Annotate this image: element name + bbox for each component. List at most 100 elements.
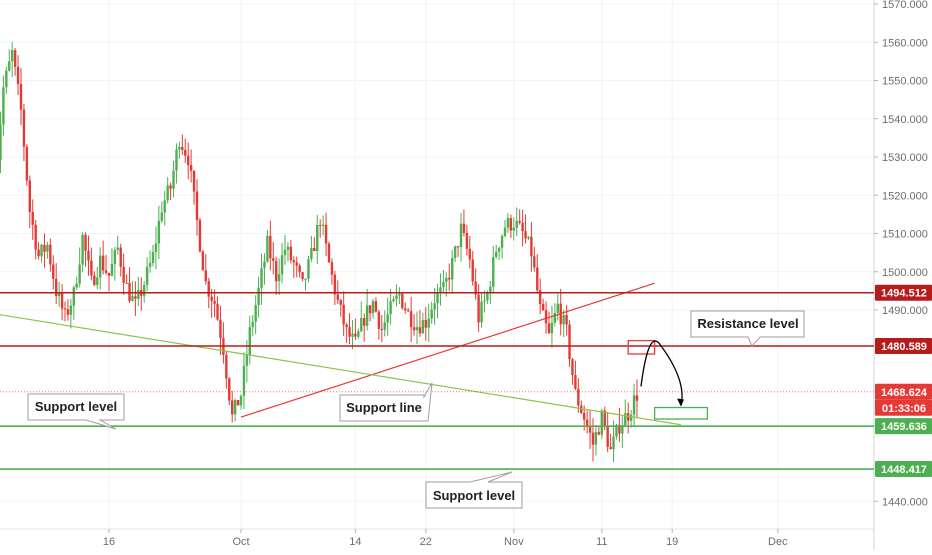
time-tick-label: 22: [420, 536, 432, 548]
countdown-tag-background: [875, 399, 932, 416]
callout-text: Resistance level: [697, 316, 798, 331]
candle-body: [28, 180, 31, 212]
candlestick-series: [0, 42, 639, 463]
candle-body: [52, 264, 55, 279]
candle-body: [527, 236, 530, 239]
ascending-trend-line[interactable]: [240, 282, 655, 418]
candle-body: [506, 218, 510, 228]
candle-body: [207, 281, 210, 297]
candle-body: [163, 200, 166, 213]
price-tick-label: 1510.000: [882, 229, 928, 241]
time-tick-label: 19: [666, 536, 678, 548]
candle-body: [553, 312, 557, 323]
candle-body: [187, 155, 190, 166]
candle-body: [251, 321, 254, 328]
candle-body: [530, 236, 533, 257]
candle-body: [371, 301, 375, 314]
resistance-target-box[interactable]: [627, 339, 656, 355]
candle-body: [122, 266, 125, 283]
candle-body: [392, 299, 395, 302]
callout-text: Support line: [346, 400, 422, 415]
price-tick-label: 1550.000: [882, 76, 928, 88]
candle-body: [13, 50, 17, 67]
projection-arrow[interactable]: [640, 340, 683, 406]
candle-body: [11, 50, 14, 62]
candle-body: [591, 432, 595, 445]
candle-body: [178, 146, 181, 150]
candle-body: [465, 232, 469, 249]
candle-body: [539, 290, 542, 305]
candle-body: [189, 165, 193, 171]
candle-body: [275, 260, 278, 282]
descending-support-line[interactable]: [0, 314, 682, 426]
candle-body: [386, 314, 389, 323]
price-tick-label: 1440.000: [882, 496, 928, 508]
candle-body: [503, 227, 507, 236]
callout-support-level-left[interactable]: Support level: [27, 393, 125, 430]
candle-body: [480, 301, 483, 323]
candle-body: [497, 247, 501, 252]
candle-body: [363, 317, 366, 326]
candle-body: [629, 414, 633, 421]
callout-support-level-bottom[interactable]: Support level: [425, 471, 523, 509]
candle-body: [606, 425, 609, 447]
candle-body: [31, 211, 34, 225]
candle-body: [565, 314, 568, 325]
callout-support-line[interactable]: Support line: [339, 382, 433, 422]
candle-body: [195, 191, 199, 221]
candle-body: [283, 249, 287, 256]
time-axis-ticks: 16 Oct 14 22 Nov 11 19 Dec: [103, 529, 788, 548]
candle-body: [236, 400, 240, 406]
candle-body: [330, 262, 334, 275]
candle-body: [357, 331, 360, 337]
candle-body: [286, 246, 290, 250]
candle-body: [424, 320, 427, 328]
candle-body: [415, 327, 419, 331]
support-target-box[interactable]: [653, 406, 709, 420]
candle-body: [175, 149, 178, 171]
candle-body: [453, 246, 457, 259]
candle-body: [360, 317, 363, 332]
candle-body: [228, 378, 231, 401]
level-price-tag-background: [875, 337, 932, 354]
price-axis-ticks: 1570.000 1560.000 1550.000 1540.000 1530.000…: [874, 0, 928, 508]
candle-body: [87, 250, 90, 261]
candle-body: [166, 185, 169, 201]
candle-body: [151, 252, 155, 264]
candle-body: [471, 259, 474, 282]
candle-body: [521, 222, 524, 232]
candle-body: [612, 436, 615, 450]
candle-body: [213, 300, 216, 304]
candle-body: [289, 246, 293, 261]
candle-body: [157, 220, 161, 244]
candle-body: [201, 251, 205, 271]
candle-body: [550, 322, 554, 334]
candle-body: [295, 262, 298, 266]
candle-body: [609, 446, 612, 450]
candle-body: [307, 259, 310, 279]
candle-body: [128, 282, 131, 301]
candle-body: [345, 324, 348, 328]
candle-body: [398, 293, 401, 296]
candle-body: [81, 234, 84, 265]
candle-body: [37, 249, 40, 257]
candle-body: [16, 66, 20, 84]
candle-body: [618, 424, 621, 434]
candle-body: [536, 267, 539, 291]
candle-body: [395, 295, 398, 300]
candle-body: [448, 277, 451, 280]
candle-body: [210, 296, 213, 301]
candle-body: [137, 289, 140, 299]
candle-body: [313, 247, 316, 252]
candle-body: [339, 299, 342, 305]
candle-body: [368, 305, 372, 314]
candle-body: [233, 400, 237, 415]
projection-arrow-head: [677, 398, 684, 407]
callout-resistance-level[interactable]: Resistance level: [690, 310, 805, 347]
candle-body: [427, 318, 430, 328]
candle-body: [184, 149, 187, 156]
candle-body: [298, 265, 301, 273]
price-tick-label: 1520.000: [882, 190, 928, 202]
